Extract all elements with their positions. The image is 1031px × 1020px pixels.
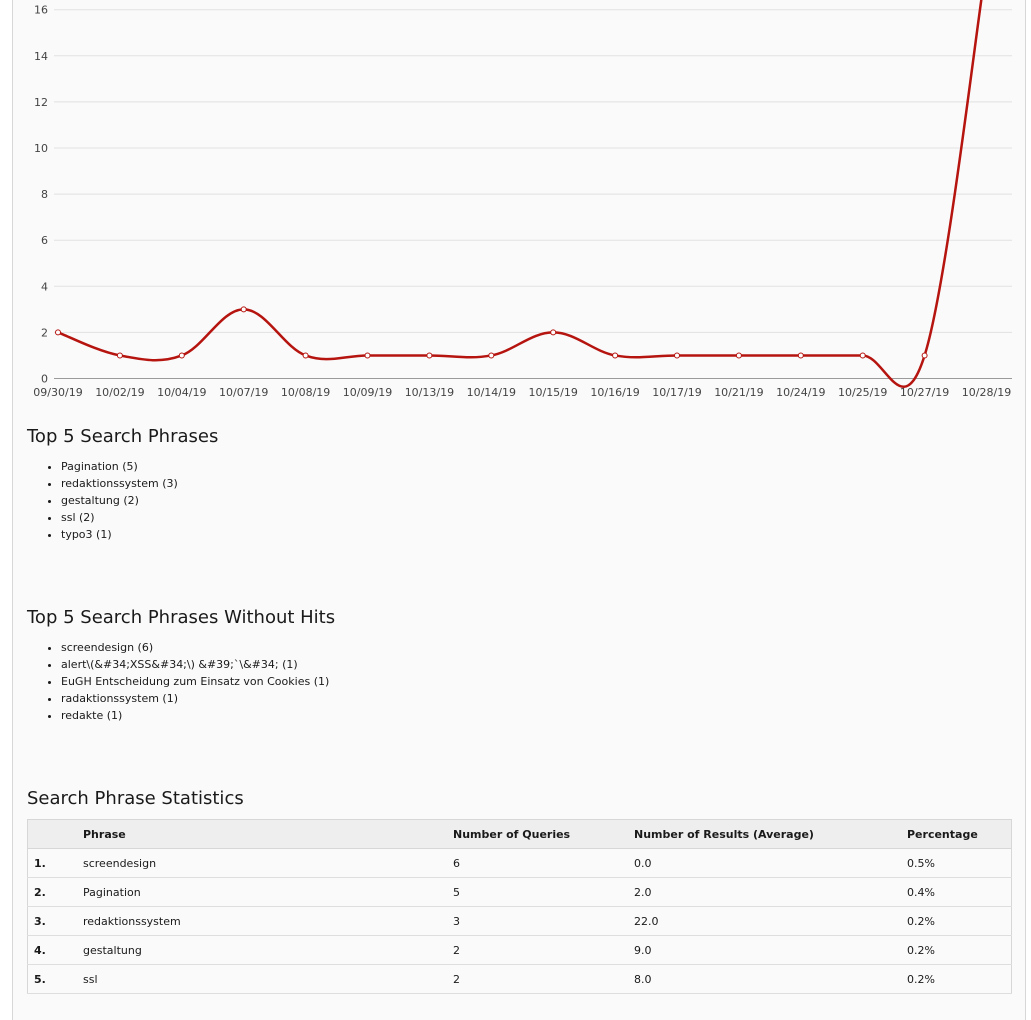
results-cell: 8.0	[628, 964, 901, 994]
x-tick-label: 10/15/19	[528, 386, 577, 399]
y-tick-label: 4	[41, 280, 48, 293]
y-tick-label: 6	[41, 234, 48, 247]
data-point	[364, 352, 371, 359]
phrase-cell: ssl	[77, 964, 447, 994]
y-tick-label: 2	[41, 326, 48, 339]
data-point	[116, 352, 123, 359]
x-tick-label: 10/16/19	[590, 386, 639, 399]
phrase-cell: gestaltung	[77, 935, 447, 965]
percentage-cell: 0.5%	[901, 848, 1012, 878]
x-tick-label: 10/17/19	[652, 386, 701, 399]
queries-cell: 2	[447, 935, 628, 965]
list-item: ssl (2)	[61, 509, 178, 526]
data-point	[240, 306, 247, 313]
y-tick-label: 10	[34, 142, 48, 155]
data-point	[612, 352, 619, 359]
y-tick-label: 8	[41, 188, 48, 201]
top5-no-hits-list: screendesign (6) alert\(&#34;XSS&#34;\) …	[27, 639, 329, 724]
list-item: gestaltung (2)	[61, 492, 178, 509]
queries-cell: 6	[447, 848, 628, 878]
table-row: 4. gestaltung 2 9.0 0.2%	[27, 935, 1012, 965]
col-percentage-header: Percentage	[901, 819, 1012, 849]
col-results-header: Number of Results (Average)	[628, 819, 901, 849]
chart-grid	[54, 9, 1012, 379]
list-item: screendesign (6)	[61, 639, 329, 656]
search-frequency-line-chart: 0 2 4 6 8 10 12 14 16 09/30/19 10/02/19 10/04/19 10…	[33, 0, 1012, 399]
x-tick-label: 10/25/19	[838, 386, 887, 399]
rank-cell: 1.	[27, 848, 77, 878]
queries-cell: 5	[447, 877, 628, 907]
x-tick-label: 10/09/19	[343, 386, 392, 399]
y-tick-label: 12	[34, 96, 48, 109]
x-tick-label: 10/08/19	[281, 386, 330, 399]
percentage-cell: 0.2%	[901, 964, 1012, 994]
top5-title: Top 5 Search Phrases	[27, 426, 219, 447]
table-row: 2. Pagination 5 2.0 0.4%	[27, 877, 1012, 907]
phrase-cell: redaktionssystem	[77, 906, 447, 936]
data-point	[178, 352, 185, 359]
phrase-cell: Pagination	[77, 877, 447, 907]
x-tick-label: 10/27/19	[900, 386, 949, 399]
x-tick-label: 10/13/19	[405, 386, 454, 399]
table-row: 1. screendesign 6 0.0 0.5%	[27, 848, 1012, 878]
rank-cell: 2.	[27, 877, 77, 907]
series-line	[57, 0, 983, 388]
data-point	[674, 352, 680, 359]
data-point	[859, 352, 866, 359]
results-cell: 22.0	[628, 906, 901, 936]
x-tick-label: 10/24/19	[776, 386, 825, 399]
queries-cell: 3	[447, 906, 628, 936]
y-axis-ticks: 0 2 4 6 8 10 12 14 16	[34, 4, 48, 386]
x-axis-ticks: 09/30/19 10/02/19 10/04/19 10/07/19 10/08/19…	[33, 386, 1011, 399]
results-cell: 9.0	[628, 935, 901, 965]
rank-cell: 4.	[27, 935, 77, 965]
col-phrase-header: Phrase	[77, 819, 447, 849]
x-tick-label: 10/21/19	[714, 386, 763, 399]
rank-cell: 3.	[27, 906, 77, 936]
list-item: radaktionssystem (1)	[61, 690, 329, 707]
data-point	[921, 352, 928, 359]
top5-no-hits-title: Top 5 Search Phrases Without Hits	[27, 607, 336, 628]
list-item: typo3 (1)	[61, 526, 178, 543]
col-queries-header: Number of Queries	[447, 819, 628, 849]
x-tick-label: 10/28/19	[962, 386, 1011, 399]
x-tick-label: 10/04/19	[157, 386, 206, 399]
x-tick-label: 10/07/19	[219, 386, 268, 399]
data-point	[550, 329, 557, 336]
y-tick-label: 14	[34, 50, 48, 63]
data-point	[488, 352, 495, 359]
results-cell: 0.0	[628, 848, 901, 878]
x-tick-label: 10/14/19	[467, 386, 516, 399]
top5-list: Pagination (5) redaktionssystem (3) gest…	[27, 458, 178, 543]
y-tick-label: 0	[41, 373, 48, 386]
col-rank-header	[27, 819, 77, 849]
data-point	[797, 352, 804, 359]
data-point	[735, 352, 742, 359]
percentage-cell: 0.2%	[901, 935, 1012, 965]
list-item: Pagination (5)	[61, 458, 178, 475]
percentage-cell: 0.2%	[901, 906, 1012, 936]
stats-title: Search Phrase Statistics	[27, 788, 244, 809]
data-point	[302, 352, 309, 359]
search-phrase-statistics-table: Phrase Number of Queries Number of Resul…	[27, 819, 1012, 994]
rank-cell: 5.	[27, 964, 77, 994]
list-item: alert\(&#34;XSS&#34;\) &#39;`\&#34; (1)	[61, 656, 329, 673]
table-row: 5. ssl 2 8.0 0.2%	[27, 964, 1012, 994]
table-row: 3. redaktionssystem 3 22.0 0.2%	[27, 906, 1012, 936]
results-cell: 2.0	[628, 877, 901, 907]
list-item: EuGH Entscheidung zum Einsatz von Cookie…	[61, 673, 329, 690]
data-point	[426, 352, 433, 359]
list-item: redaktionssystem (3)	[61, 475, 178, 492]
phrase-cell: screendesign	[77, 848, 447, 878]
series-points	[55, 306, 928, 359]
percentage-cell: 0.4%	[901, 877, 1012, 907]
y-tick-label: 16	[34, 4, 48, 17]
table-header-row: Phrase Number of Queries Number of Resul…	[27, 819, 1012, 849]
data-point	[55, 329, 61, 336]
queries-cell: 2	[447, 964, 628, 994]
list-item: redakte (1)	[61, 707, 329, 724]
x-tick-label: 10/02/19	[95, 386, 144, 399]
x-tick-label: 09/30/19	[33, 386, 82, 399]
